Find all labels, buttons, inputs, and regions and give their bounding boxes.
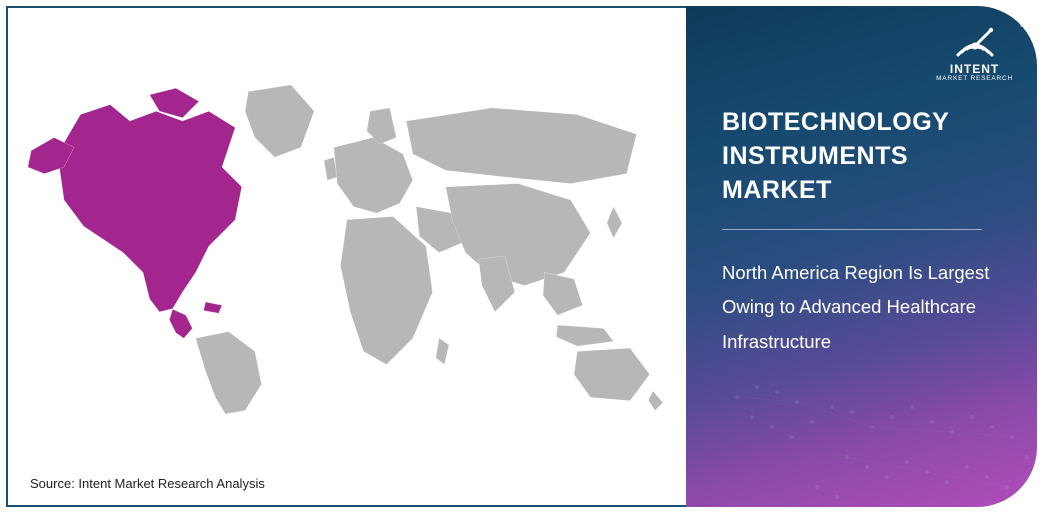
world-map-svg [18,75,676,417]
world-map [8,8,686,505]
region-south-america [196,332,262,414]
region-australia [574,348,650,401]
logo-tagline: MARKET RESEARCH [936,75,1013,82]
decorative-world-dots [697,337,1037,507]
source-caption: Source: Intent Market Research Analysis [30,476,265,491]
trademark-symbol: TM [1019,22,1029,29]
panel-title: BIOTECHNOLOGY INSTRUMENTS MARKET [722,106,1001,207]
region-russia [406,108,636,184]
region-se-asia [543,273,582,316]
region-central-america [169,310,192,339]
region-japan [607,207,622,239]
region-north-america [57,105,241,312]
brand-logo: INTENT MARKET RESEARCH [936,20,1013,82]
region-africa [340,217,432,365]
region-greenland [245,85,314,157]
region-asia [446,184,591,286]
region-madagascar [436,339,449,365]
region-europe [334,138,413,214]
infographic-container: Source: Intent Market Research Analysis … [0,0,1043,513]
region-indonesia [556,325,613,346]
logo-brand-text: INTENT [950,62,999,76]
title-divider [722,229,982,230]
panel-subtitle: North America Region Is Largest Owing to… [722,256,992,359]
info-panel: TM INTENT MARKET RESEARCH BIOTECHNOLOGY … [686,6,1037,507]
region-new-zealand [648,391,662,411]
map-panel: Source: Intent Market Research Analysis [6,6,686,507]
region-caribbean [204,302,222,313]
logo-icon [953,20,997,64]
